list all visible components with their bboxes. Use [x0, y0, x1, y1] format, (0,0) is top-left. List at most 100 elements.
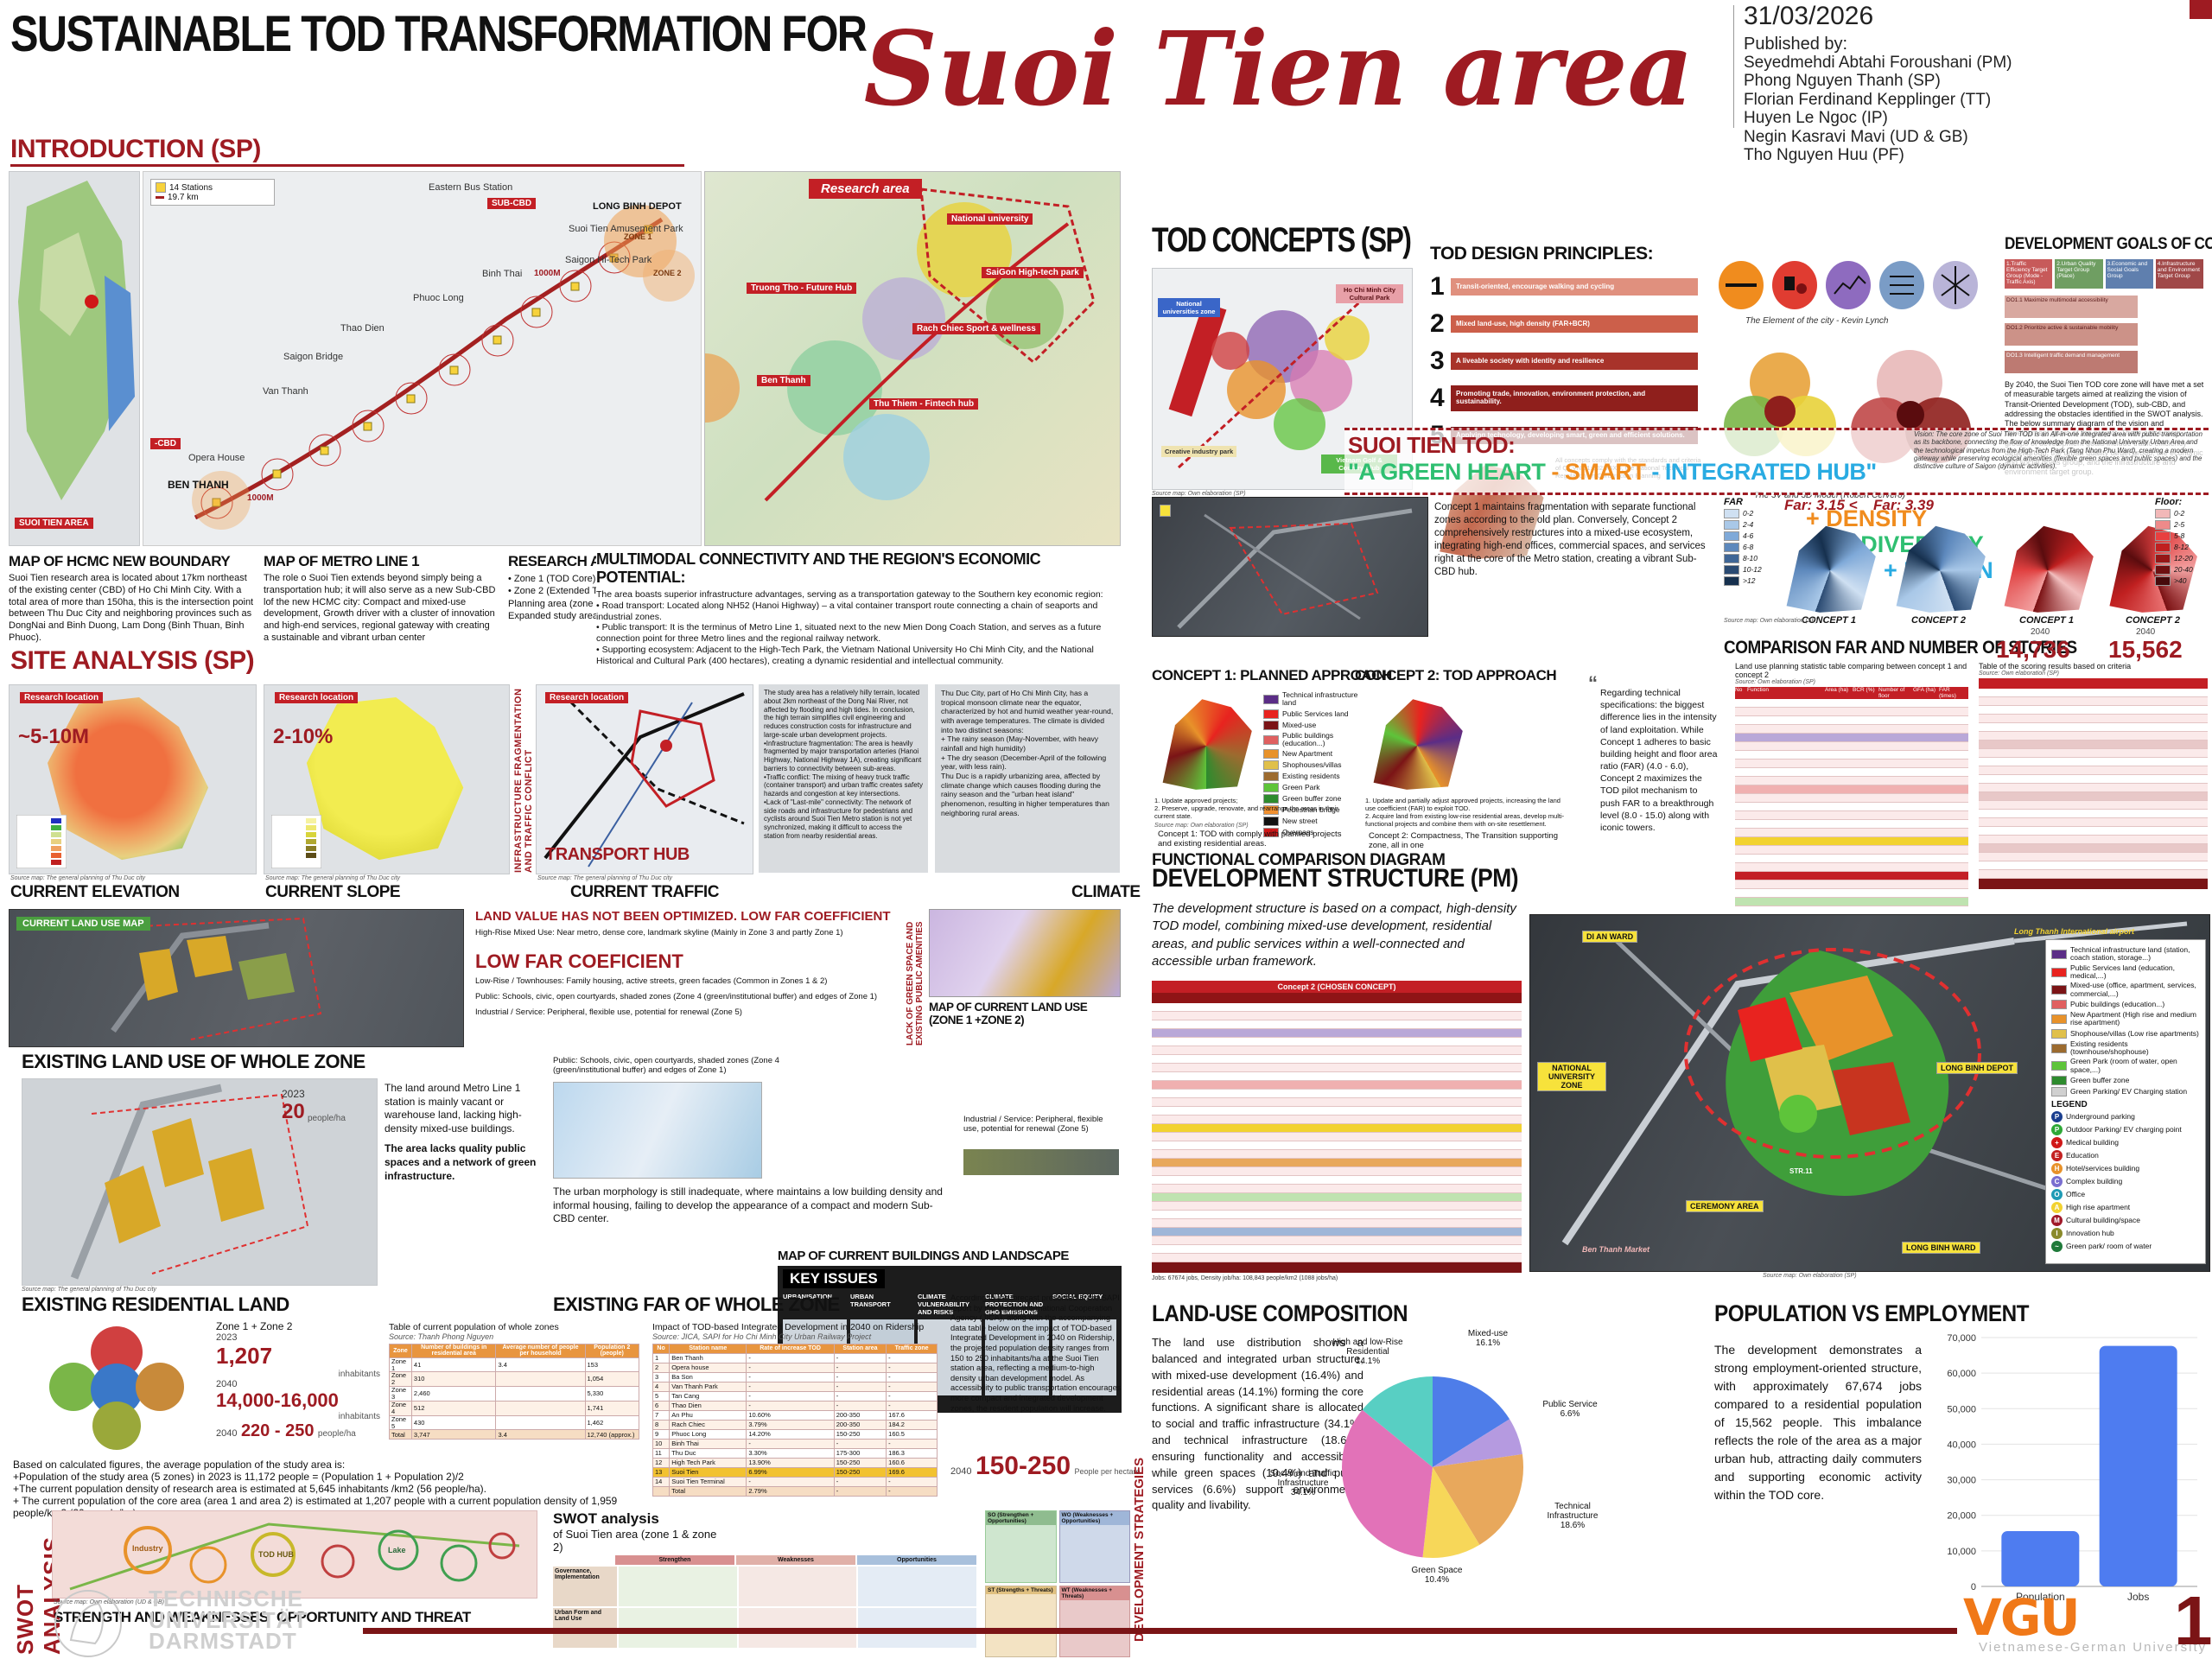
density-unit: people/ha — [308, 1114, 346, 1123]
site-heading: SITE ANALYSIS (SP) — [10, 646, 255, 675]
map-label: LONG BINH WARD — [1902, 1242, 1980, 1254]
legend-icon-item: ~ Green park/ room of water — [2051, 1241, 2200, 1253]
map-development-structure: DI AN WARD NATIONAL UNIVERSITY ZONE LONG… — [1529, 914, 2210, 1272]
popemp-bar-chart: 0 10,000 20,000 30,000 40,000 50,000 60,000 70,… — [1947, 1333, 2197, 1603]
landvalue-sub1: High-Rise Mixed Use: Near metro, dense c… — [475, 928, 843, 938]
map-label: Phuoc Long — [413, 293, 464, 303]
legend-item: Pubic buildings (education...) — [2051, 1000, 2200, 1010]
y-tick-label: 0 — [1971, 1582, 1976, 1592]
outdoor-parking-ev-charging-point-icon: P — [2051, 1124, 2063, 1136]
landuse-pie-chart — [1342, 1376, 1523, 1558]
y-tick-label: 70,000 — [1947, 1333, 1976, 1344]
line-swatch — [156, 196, 164, 199]
author: Tho Nguyen Huu (PF) — [1744, 146, 1904, 165]
far-value-1: Far: 3.15 — [1784, 497, 1845, 513]
legend-item: Green Parking/ EV Charging station — [2051, 1087, 2200, 1097]
pie-label-green: Green Space 10.4% — [1411, 1566, 1463, 1585]
swot-col-opp: Opportunities — [857, 1555, 976, 1565]
quote-mark: “ — [1588, 672, 1598, 694]
legend-stations: 14 Stations — [169, 182, 213, 193]
key-issue-col: SOCIAL EQUITY — [1052, 1293, 1103, 1300]
legend-item: Public Services land — [1263, 709, 1360, 719]
swot-col-strength: Strengthen — [615, 1555, 734, 1565]
landvalue-sub4: Industrial / Service: Peripheral, flexib… — [475, 1007, 742, 1017]
devstructure-table: Concept 2 (CHOSEN CONCEPT) Jobs: 67674 j… — [1152, 981, 1522, 1281]
bar-jobs — [2099, 1345, 2177, 1586]
spatial-map-graphic — [1168, 284, 1379, 469]
strategy-so: SO (Strengthen + Opportunities) — [986, 1511, 1056, 1525]
pie-slice-high-and-low-rise-residential — [1362, 1376, 1433, 1467]
map-label: Suoi Tien Amusement Park — [569, 224, 683, 234]
terrain-traffic-text: The study area has a relatively hilly te… — [759, 684, 928, 873]
legend-icon-item: H Hotel/services building — [2051, 1163, 2200, 1175]
map-label: Binh Thai — [482, 269, 523, 279]
elevation-blob — [48, 697, 208, 861]
concept1-heading: CONCEPT 1: PLANNED APPROACH — [1152, 667, 1392, 683]
pie-label-residential: High and low-Rise Residential 14.1% — [1332, 1338, 1403, 1366]
green-park-room-of-water-icon: ~ — [2051, 1241, 2063, 1253]
principle-4: Promoting trade, innovation, environment… — [1451, 385, 1698, 411]
source-note: Source map: Own elaboration (SP) — [1724, 618, 1818, 624]
devstructure-heading: DEVELOPMENT STRUCTURE (PM) — [1152, 864, 1519, 893]
author: Huyen Le Ngoc (IP) — [1744, 109, 1888, 128]
source-note: Source map: Own elaboration (UD & GB) — [54, 1599, 164, 1605]
table-title: Table of the scoring results based on cr… — [1979, 662, 2132, 671]
existing-landuse-text: The land around Metro Line 1 station is … — [385, 1082, 537, 1182]
swot-bubble-graphic — [69, 1522, 520, 1591]
scoring-table-body — [1979, 689, 2208, 879]
strategy-wt: WT (Weaknesses + Threats) — [1059, 1586, 1129, 1600]
pie-slice-social-and-traffic-infrastructure — [1342, 1409, 1433, 1558]
legend-item: 2-4 — [1724, 520, 1777, 530]
key-issue-col: URBAN TRANSPORT — [850, 1293, 891, 1308]
map-label: CEREMONY AREA — [1686, 1200, 1764, 1212]
do-box-1: DO1.1 Maximize multimodal accessibility — [2005, 296, 2138, 318]
legend-item: Green Park (room of water, open space,..… — [2051, 1058, 2200, 1074]
legend-item: Pedestrian bridge — [1263, 805, 1360, 816]
table-row: Zone 5 430 1,462 — [389, 1414, 639, 1431]
innovation-hub-icon: I — [2051, 1228, 2063, 1240]
publish-date: 31/03/2026 — [1744, 2, 1874, 30]
map-label: Eastern Bus Station — [429, 182, 513, 193]
floor-legend: Floor: 0-2 2-5 5-8 8-12 12-20 20-40 >40 — [2155, 497, 2209, 588]
dev-stats-note: Jobs: 67674 jobs, Density job/ha: 108,84… — [1152, 1275, 1338, 1281]
landvalue-sub3: Public: Schools, civic, open courtyards,… — [475, 992, 878, 1001]
table-source: Source: Thanh Phong Nguyen — [389, 1332, 494, 1341]
swot-title-block: SWOT analysis of Suoi Tien area (zone 1 … — [553, 1510, 717, 1554]
map-research-area: Research area National university Truong… — [704, 171, 1121, 546]
dev-table-body — [1152, 1003, 1522, 1262]
floor-legend-list: 0-2 2-5 5-8 8-12 12-20 20-40 >40 — [2155, 509, 2209, 586]
infrastructure-vertical-label: INFRASTRUCTURE FRAGMENTATION AND TRAFFIC… — [513, 688, 534, 873]
research-location-tag: Research location — [20, 692, 104, 703]
legend-title: LEGEND — [2051, 1100, 2088, 1110]
legend-icon-item: P Underground parking — [2051, 1111, 2200, 1123]
density-value: 20 — [282, 1100, 305, 1123]
caption-current-traffic: CURRENT TRAFFIC — [570, 883, 719, 901]
map-label-1000m: 1000M — [534, 269, 561, 278]
pie-label-public: Public Service 6.6% — [1542, 1400, 1598, 1419]
table-row: Zone 1 41 3.4 153 — [389, 1357, 639, 1373]
ridership-table: No Station name Rate of increase TOD Statio… — [652, 1344, 938, 1497]
pie-label-mixed: Mixed-use 16.1% — [1467, 1329, 1509, 1348]
legend-icon-item: + Medical building — [2051, 1137, 2200, 1149]
medical-building-icon: + — [2051, 1137, 2063, 1149]
goal-box-1: 1.Traffic Efficiency Target Group (Mode … — [2005, 259, 2053, 289]
principle-1: Transit-oriented, encourage walking and … — [1451, 277, 1698, 296]
goals-heading: DEVELOPMENT GOALS OF CORE ZONE — [2005, 235, 2212, 253]
low-far-label: LOW FAR COEFICIENT — [475, 950, 683, 972]
concept2-map — [1373, 699, 1463, 790]
map-label: Saigon Hi-Tech Park — [565, 255, 652, 265]
banner-integrated-hub: - INTEGRATED HUB" — [1651, 459, 1877, 485]
concept1-caption: Concept 1: TOD with comply with planned … — [1158, 830, 1342, 849]
metro-map-graphic — [192, 205, 695, 530]
caption-current-slope: CURRENT SLOPE — [265, 883, 401, 901]
existing-landuse-graphic — [70, 1084, 309, 1280]
concept1-map — [1162, 699, 1252, 790]
author: Florian Ferdinand Kepplinger (TT) — [1744, 90, 1992, 109]
traffic-map-graphic — [543, 692, 745, 868]
concept1-label: CONCEPT 1 — [2019, 615, 2074, 626]
legend-item: Shophouse/villas (Low rise apartments) — [2051, 1029, 2200, 1039]
legend-icon-item: M Cultural building/space — [2051, 1215, 2200, 1227]
source-note: Source map: Own elaboration (SP) — [1763, 1273, 1857, 1279]
landuse-comp-heading: LAND-USE COMPOSITION — [1152, 1300, 1408, 1326]
suoi-tien-area-tag: SUOI TIEN AREA — [15, 518, 93, 529]
